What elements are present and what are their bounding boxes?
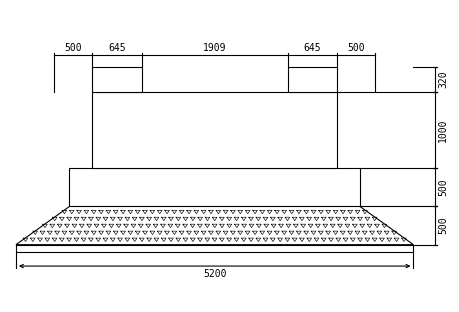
Text: 1000: 1000 (437, 118, 447, 142)
Bar (92, 67, 141, 92)
Bar (69, 168, 359, 207)
Bar (92, 92, 336, 168)
Text: 320: 320 (437, 71, 447, 88)
Text: 1909: 1909 (202, 42, 226, 53)
Bar (16, 245, 413, 252)
Bar (287, 67, 336, 92)
Text: 500: 500 (347, 42, 364, 53)
Text: 5200: 5200 (202, 269, 226, 279)
Text: 645: 645 (108, 42, 126, 53)
Polygon shape (16, 207, 413, 245)
Text: 500: 500 (437, 178, 447, 196)
Text: 645: 645 (303, 42, 320, 53)
Text: 500: 500 (437, 217, 447, 234)
Text: 500: 500 (64, 42, 82, 53)
